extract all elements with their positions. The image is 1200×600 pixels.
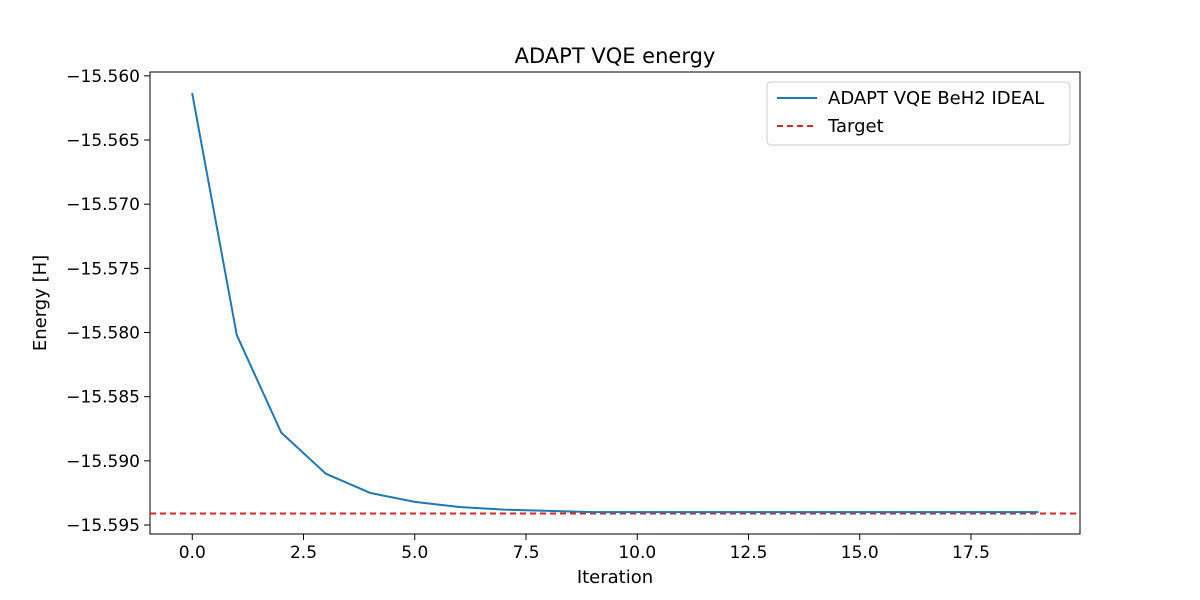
adapt-vqe-energy-series-line bbox=[191, 92, 1039, 514]
x-tick-label: 12.5 bbox=[730, 543, 768, 563]
y-axis-label: Energy [H] bbox=[30, 255, 51, 351]
plot-area-frame bbox=[149, 71, 1081, 535]
x-tick-label: 10.0 bbox=[618, 543, 656, 563]
y-axis-ticks: −15.560 −15.565 −15.570 −15.575 −15.580 −15.5… bbox=[66, 67, 150, 536]
y-tick-label: −15.575 bbox=[66, 259, 140, 279]
y-tick-label: −15.595 bbox=[66, 516, 140, 536]
y-tick-label: −15.590 bbox=[66, 452, 140, 472]
x-tick-label: 2.5 bbox=[290, 543, 317, 563]
x-tick-label: 17.5 bbox=[952, 543, 990, 563]
x-tick-label: 15.0 bbox=[841, 543, 879, 563]
chart-title: ADAPT VQE energy bbox=[515, 44, 716, 68]
legend-label-adapt-vqe-series: ADAPT VQE BeH2 IDEAL bbox=[828, 88, 1044, 109]
y-tick-label: −15.585 bbox=[66, 388, 140, 408]
y-tick-label: −15.560 bbox=[66, 67, 140, 87]
legend: ADAPT VQE BeH2 IDEAL Target bbox=[766, 81, 1071, 146]
y-tick-label: −15.565 bbox=[66, 131, 140, 151]
series-lines bbox=[191, 92, 1039, 514]
legend-label-target-line: Target bbox=[827, 116, 884, 137]
y-tick-label: −15.580 bbox=[66, 324, 140, 344]
x-axis-ticks: 0.0 2.5 5.0 7.5 10.0 12.5 15.0 17.5 bbox=[179, 534, 990, 563]
x-tick-label: 5.0 bbox=[401, 543, 428, 563]
x-tick-label: 7.5 bbox=[512, 543, 539, 563]
legend-box bbox=[766, 81, 1071, 146]
x-tick-label: 0.0 bbox=[179, 543, 206, 563]
x-axis-label: Iteration bbox=[577, 567, 653, 588]
y-tick-label: −15.570 bbox=[66, 195, 140, 215]
